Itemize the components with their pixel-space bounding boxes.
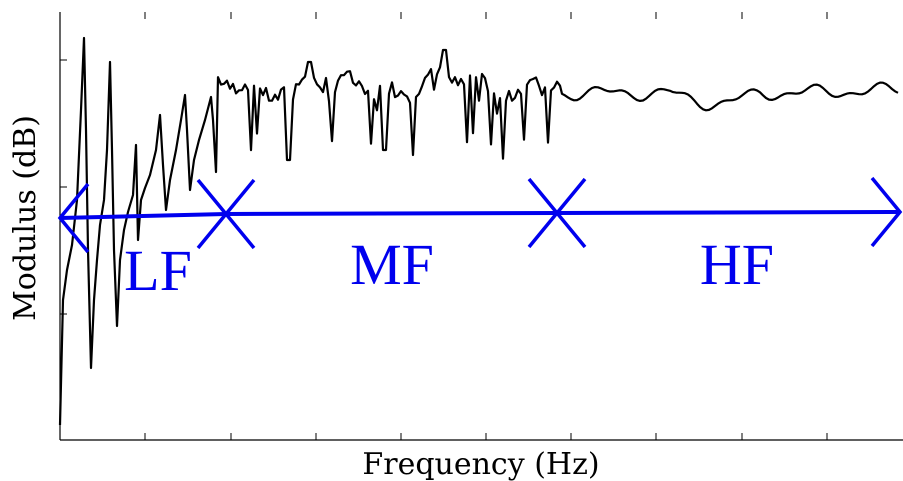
band-arrow-mf [225,211,558,216]
arrowhead-lf-left [57,182,90,254]
axis-ticks [60,12,828,440]
band-label-lf: LF [124,238,192,303]
band-arrow-lf [59,212,227,220]
band-label-hf: HF [700,232,774,297]
plot-frame [59,12,903,441]
x-axis-label: Frequency (Hz) [362,447,599,481]
arrowhead-hf-left [554,177,587,249]
frequency-response-curve [58,36,899,426]
frequency-bands: LF MF HF [57,176,903,303]
arrowhead-hf-right [870,176,903,248]
band-label-mf: MF [350,232,434,297]
band-arrow-hf [556,210,901,215]
arrowhead-mf-left [223,178,256,250]
y-axis-label: Modulus (dB) [8,115,43,321]
